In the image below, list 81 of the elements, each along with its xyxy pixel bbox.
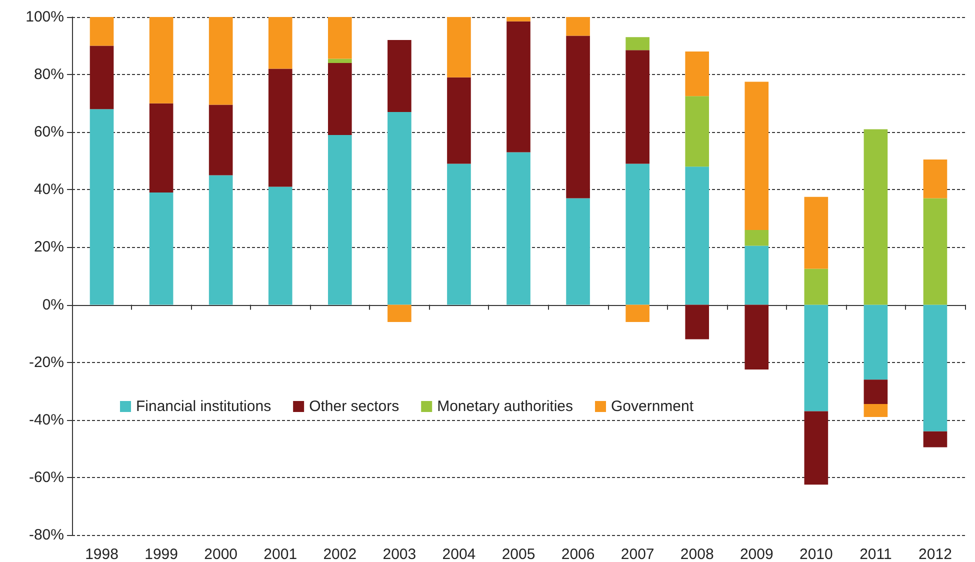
bar	[149, 103, 174, 193]
bar	[328, 134, 352, 305]
bar	[566, 17, 590, 36]
bar	[268, 186, 292, 305]
x-tick-label: 2010	[799, 546, 833, 562]
bar	[685, 304, 710, 340]
x-tick-label: 1998	[85, 546, 118, 562]
bar	[447, 164, 471, 305]
bar	[626, 50, 650, 164]
bar	[388, 40, 412, 112]
legend-label: Financial institutions	[136, 398, 272, 415]
bar	[149, 192, 174, 305]
bar	[744, 82, 769, 230]
bar	[268, 17, 292, 69]
x-tick-label: 2001	[264, 546, 298, 562]
bar	[685, 52, 710, 96]
bar	[388, 112, 412, 305]
bar	[864, 304, 888, 380]
bar	[804, 304, 828, 412]
bar	[208, 104, 233, 176]
legend-label: Government	[610, 398, 694, 415]
bar	[685, 96, 710, 167]
x-tick-label: 2004	[442, 546, 476, 562]
y-tick-label: 60%	[34, 124, 64, 141]
bar	[744, 230, 769, 246]
bar	[804, 196, 828, 269]
bar	[506, 17, 530, 22]
bar	[208, 175, 233, 305]
y-tick-label: 40%	[34, 181, 64, 198]
x-tick-label: 2000	[204, 546, 238, 562]
bar	[804, 411, 828, 485]
legend-label: Monetary authorities	[437, 398, 573, 415]
x-tick-label: 2008	[680, 546, 714, 562]
y-tick-label: -20%	[28, 354, 64, 371]
x-tick-label: 2007	[620, 546, 654, 562]
bar	[685, 166, 710, 305]
bar	[90, 17, 114, 46]
y-tick-label: -60%	[28, 468, 64, 486]
bar	[744, 304, 769, 370]
x-tick-label: 1999	[144, 546, 178, 562]
bar	[447, 17, 471, 78]
bar	[923, 198, 948, 305]
y-tick-label: 80%	[34, 66, 64, 84]
x-tick-label: 2005	[502, 546, 536, 562]
bar	[506, 21, 530, 152]
x-tick-label: 2009	[740, 546, 774, 562]
y-tick-label: 0%	[42, 296, 64, 314]
y-tick-label: 100%	[26, 8, 64, 26]
bar	[923, 304, 948, 432]
bar	[328, 63, 352, 135]
bar	[90, 109, 114, 305]
y-tick-label: 20%	[34, 238, 64, 256]
bar	[744, 246, 769, 305]
bar	[626, 304, 650, 322]
bar	[626, 37, 650, 50]
bar	[90, 46, 114, 110]
bar	[864, 404, 888, 418]
bar	[626, 164, 650, 305]
bar	[506, 152, 530, 305]
y-tick-label: -40%	[28, 411, 64, 428]
x-tick-label: 2012	[918, 546, 952, 562]
bar	[388, 304, 412, 322]
bar	[864, 380, 888, 404]
x-tick-label: 2002	[323, 546, 357, 562]
x-tick-label: 2003	[382, 546, 416, 562]
x-tick-label: 2011	[860, 546, 892, 562]
bar	[208, 17, 233, 105]
bar	[566, 198, 590, 305]
bar	[447, 77, 471, 164]
x-tick-label: 2006	[561, 546, 595, 562]
bar	[328, 58, 352, 64]
bar	[923, 431, 948, 448]
bar	[923, 159, 948, 198]
bar	[804, 268, 828, 305]
bar	[149, 17, 174, 104]
legend-label: Other sectors	[309, 398, 400, 415]
bar	[268, 68, 292, 187]
bar	[328, 17, 352, 59]
y-tick-label: -80%	[28, 526, 64, 544]
bar	[566, 36, 590, 198]
bar	[864, 129, 888, 305]
